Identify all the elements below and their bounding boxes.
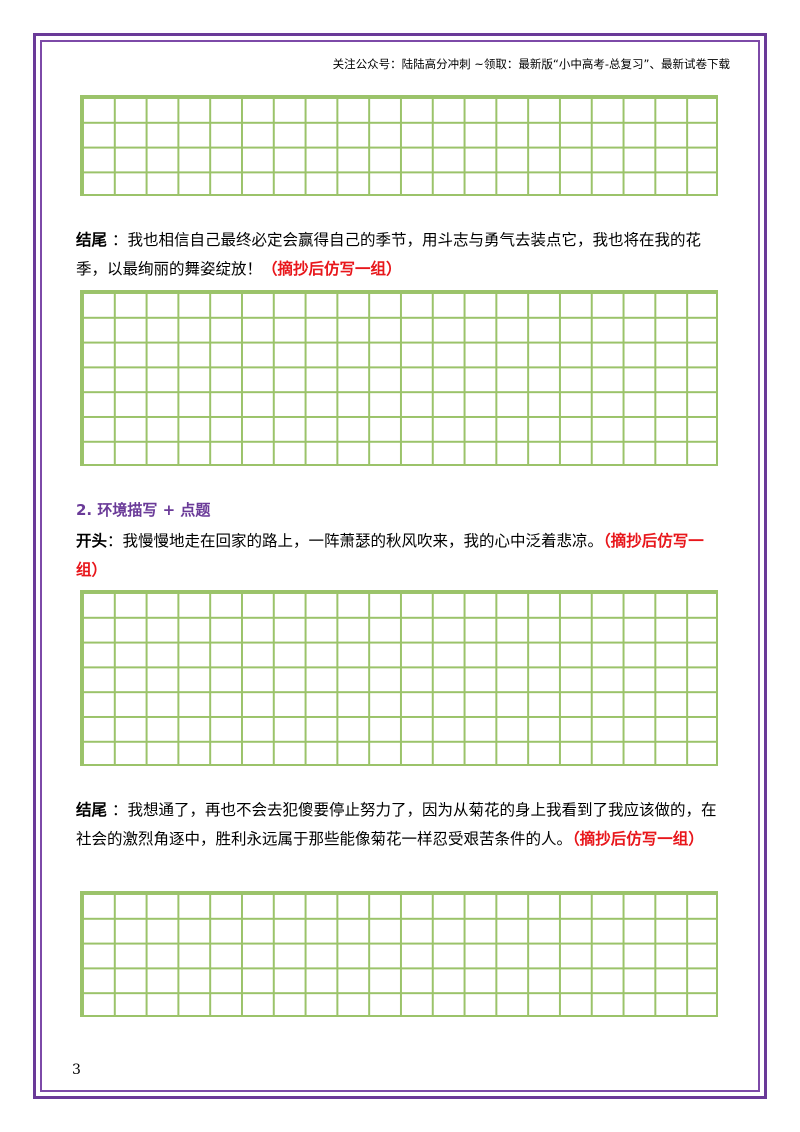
label-separator: ： [107, 801, 128, 819]
page-header: 关注公众号：陆陆高分冲刺 ~领取：最新版“小中高考-总复习”、最新试卷下载 [332, 57, 730, 71]
opening-body: 我慢慢地走在回家的路上，一阵萧瑟的秋风吹来，我的心中泛着悲凉。 [122, 532, 604, 550]
ending-paragraph-1: 结尾 ：我也相信自己最终必定会赢得自己的季节，用斗志与勇气去装点它，我也将在我的… [76, 226, 726, 284]
opening-label: 开头 [76, 532, 108, 550]
copy-instruction-note: （摘抄后仿写一组） [262, 260, 402, 278]
writing-grid-4[interactable] [80, 891, 718, 1017]
opening-paragraph-2: 开头：我慢慢地走在回家的路上，一阵萧瑟的秋风吹来，我的心中泛着悲凉。（摘抄后仿写… [76, 527, 726, 585]
label-separator: ： [107, 532, 123, 550]
page-border-inner [40, 40, 760, 1092]
copy-instruction-note: （摘抄后仿写一组） [76, 532, 704, 579]
page-number: 3 [72, 1062, 81, 1078]
writing-grid-2[interactable] [80, 290, 718, 466]
ending-label: 结尾 [76, 801, 108, 819]
page-border-outer [33, 33, 767, 1099]
ending-paragraph-2: 结尾 ：我想通了，再也不会去犯傻要停止努力了，因为从菊花的身上我看到了我应该做的… [76, 796, 726, 854]
writing-grid-3[interactable] [80, 590, 718, 766]
section-title: 2. 环境描写 + 点题 [76, 501, 211, 519]
label-separator: ： [107, 231, 128, 249]
writing-grid-1[interactable] [80, 95, 718, 196]
ending-label: 结尾 [76, 231, 108, 249]
ending-body: 我想通了，再也不会去犯傻要停止努力了，因为从菊花的身上我看到了我应该做的，在社会… [76, 801, 717, 848]
ending-body: 我也相信自己最终必定会赢得自己的季节，用斗志与勇气去装点它，我也将在我的花季，以… [76, 231, 701, 278]
copy-instruction-note: （摘抄后仿写一组） [572, 830, 704, 848]
